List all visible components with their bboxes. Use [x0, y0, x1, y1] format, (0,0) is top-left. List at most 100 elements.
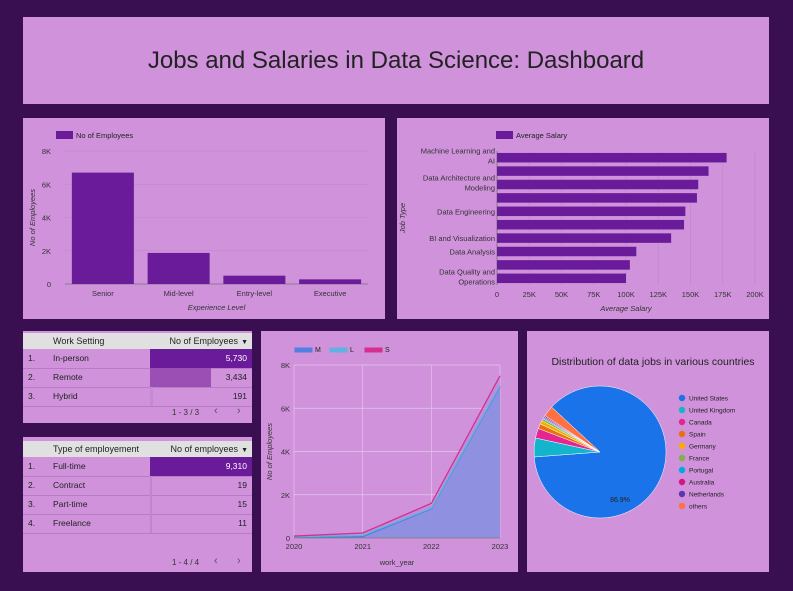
pagination-label: 1 - 3 / 3: [172, 408, 200, 417]
experience-level-bar-chart[interactable]: No of Employees 0 2K 4K 6K 8K Senior Mid-level E…: [23, 118, 385, 319]
bar-salary-9[interactable]: [497, 260, 630, 270]
legend-dot: [678, 466, 686, 474]
legend-dot: [678, 430, 686, 438]
legend-label: Portugal: [689, 468, 714, 475]
country-distribution-pie-chart[interactable]: Distribution of data jobs in various cou…: [527, 331, 769, 572]
row-label: Contract: [53, 480, 86, 490]
legend-label: United Kingdom: [689, 408, 735, 415]
row-index: 4.: [28, 518, 36, 528]
legend-swatch: [56, 131, 73, 139]
series-line-l[interactable]: [293, 385, 501, 538]
y-tick-label: BI and Visualization: [429, 234, 495, 243]
table-row[interactable]: 2. Remote 3,434: [23, 368, 252, 388]
average-salary-bar-chart[interactable]: Average Salary 0 25K 50K 75K 100K 125K 150K 175K…: [397, 118, 769, 319]
caret-down-icon[interactable]: ▼: [241, 447, 248, 454]
table-row[interactable]: 2. Contract 19: [23, 476, 252, 496]
bar-senior[interactable]: [71, 172, 134, 284]
table-row[interactable]: 4. Freelance 11: [23, 514, 252, 534]
value-bar: [150, 495, 152, 514]
row-value: 9,310: [225, 461, 247, 471]
prev-page-icon[interactable]: ‹: [214, 405, 218, 417]
next-page-icon[interactable]: ›: [237, 555, 241, 567]
bar-salary-2[interactable]: [497, 166, 709, 176]
area-m: [294, 386, 500, 538]
x-tick-label: 175K: [714, 290, 732, 299]
table-row[interactable]: 3. Part-time 15: [23, 495, 252, 515]
caret-down-icon[interactable]: ▼: [241, 339, 248, 346]
table-header: Work Setting No of Employees ▼: [23, 333, 252, 349]
legend-swatch: [329, 347, 348, 353]
y-tick-label: 4K: [281, 448, 290, 457]
work-setting-table-panel: Work Setting No of Employees ▼ 1. In-perso…: [23, 331, 252, 423]
bar-salary-1[interactable]: [497, 152, 727, 163]
row-index: 2.: [28, 480, 36, 490]
y-tick-label: 0: [286, 534, 290, 543]
legend-label: S: [385, 347, 390, 354]
prev-page-icon[interactable]: ‹: [214, 555, 218, 567]
bar-executive[interactable]: [299, 279, 362, 284]
y-tick-label: AI: [488, 157, 495, 166]
row-index: 1.: [28, 353, 36, 363]
bar-salary-5[interactable]: [497, 206, 686, 217]
legend-swatch: [294, 347, 313, 353]
table-row[interactable]: 1. In-person 5,730: [23, 349, 252, 369]
x-tick-label: 25K: [523, 290, 536, 299]
x-tick-label: 2020: [286, 542, 303, 551]
row-label: Remote: [53, 372, 83, 382]
next-page-icon[interactable]: ›: [237, 405, 241, 417]
legend-dot: [678, 502, 686, 510]
legend-label: United States: [689, 396, 729, 403]
bar-entry-level[interactable]: [223, 275, 286, 284]
legend-dot: [678, 490, 686, 498]
legend-swatch: [364, 347, 383, 353]
value-bar: [150, 457, 252, 476]
pie-slice-united-states[interactable]: [533, 385, 667, 519]
bar-salary-7[interactable]: [497, 233, 672, 243]
row-label: Full-time: [53, 461, 86, 471]
pie-slice-others[interactable]: [544, 406, 601, 453]
row-value: 11: [238, 518, 247, 528]
y-axis-title: No of Employees: [265, 423, 274, 480]
header-no-of-employees[interactable]: No of Employees ▼: [169, 336, 248, 346]
bar-mid-level[interactable]: [147, 252, 210, 284]
pie-chart-title: Distribution of data jobs in various cou…: [551, 356, 754, 368]
bar-salary-3[interactable]: [497, 179, 699, 190]
x-tick-label: 200K: [746, 290, 764, 299]
y-tick-label: Modeling: [465, 184, 495, 193]
value-bar: [150, 476, 152, 495]
table-row[interactable]: 1. Full-time 9,310: [23, 457, 252, 477]
employment-type-table: Type of employement No of employees ▼ 1. F…: [23, 441, 252, 571]
work-year-area-chart[interactable]: M L S 0 2K 4K 6K 8K 2020 2021 2022 2023 work_year No …: [261, 331, 518, 572]
header-type-of-employment[interactable]: Type of employement: [53, 444, 140, 454]
header-no-of-employees[interactable]: No of employees ▼: [170, 444, 248, 454]
y-tick-label: Data Engineering: [437, 207, 495, 216]
x-tick-label: 2023: [492, 542, 509, 551]
x-tick-label: 2021: [354, 542, 371, 551]
y-tick-label: 6K: [281, 404, 290, 413]
legend-label: L: [350, 347, 354, 354]
legend-label: Netherlands: [689, 492, 725, 499]
bar-salary-4[interactable]: [497, 193, 697, 203]
bar-salary-10[interactable]: [497, 273, 626, 284]
bar-salary-6[interactable]: [497, 219, 685, 230]
value-bar: [150, 514, 152, 533]
row-label: Freelance: [53, 518, 91, 528]
y-tick-label: 2K: [42, 247, 51, 256]
legend-dot: [678, 478, 686, 486]
header-work-setting[interactable]: Work Setting: [53, 336, 105, 346]
pagination-label: 1 - 4 / 4: [172, 558, 200, 567]
bar-salary-8[interactable]: [497, 246, 637, 257]
y-axis-title: Job Type: [398, 203, 407, 234]
y-tick-label: 2K: [281, 491, 290, 500]
row-value: 5,730: [225, 353, 247, 363]
value-bar: [150, 349, 252, 368]
x-tick-label: 125K: [649, 290, 667, 299]
y-tick-label: 4K: [42, 214, 51, 223]
series-line-s[interactable]: [293, 375, 501, 537]
legend-label: M: [315, 347, 321, 354]
y-tick-label: Data Analysis: [450, 248, 496, 257]
legend-label: France: [689, 456, 710, 463]
x-tick-label: Executive: [314, 289, 347, 298]
x-axis-title: Experience Level: [188, 303, 246, 312]
table-row[interactable]: 3. Hybrid 191: [23, 387, 252, 407]
